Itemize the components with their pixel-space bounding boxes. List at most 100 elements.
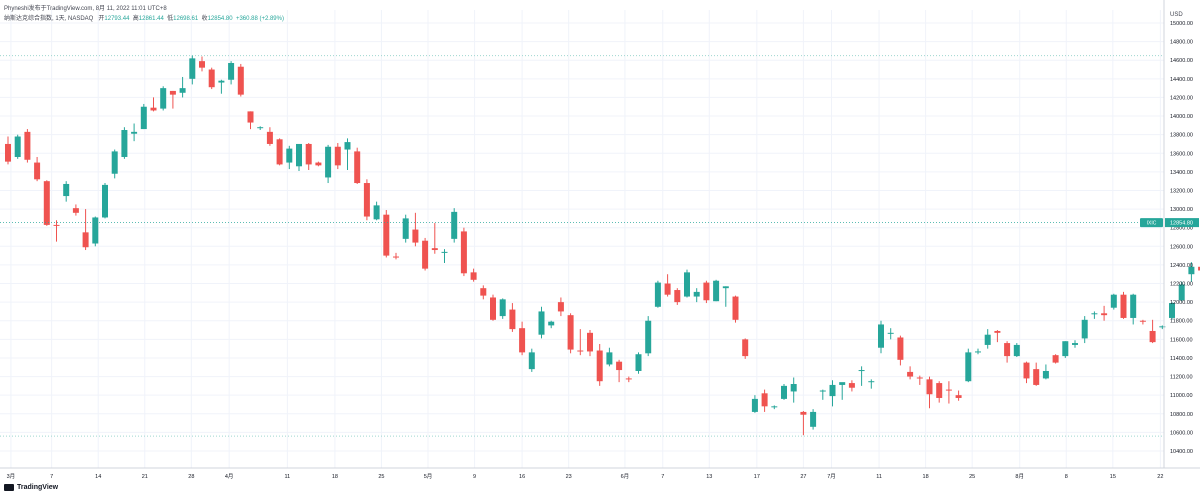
candle-body — [24, 131, 31, 160]
x-tick-label: 9 — [473, 474, 476, 480]
candle — [926, 376, 933, 409]
candle-body — [548, 321, 555, 326]
candle — [878, 320, 884, 354]
candle-body — [606, 352, 613, 365]
candle-body — [984, 334, 991, 345]
y-tick-label: 15000.00 — [1170, 21, 1193, 27]
candle-body — [237, 66, 244, 95]
symbol-badge-label: IXIC — [1147, 221, 1157, 227]
candle — [354, 147, 361, 184]
candle — [14, 134, 21, 159]
candle-body — [1178, 284, 1185, 301]
candle — [713, 279, 720, 302]
x-tick-label: 18 — [923, 474, 929, 480]
candle — [1178, 281, 1185, 302]
candle-body — [858, 370, 865, 372]
candle-body — [635, 354, 642, 371]
candle — [169, 90, 176, 109]
candle-body — [470, 272, 477, 280]
candle-body — [441, 251, 448, 253]
candle-body — [965, 352, 972, 382]
candle — [984, 329, 991, 349]
candle — [499, 298, 506, 319]
tradingview-logo[interactable]: TradingView — [4, 484, 58, 491]
candle — [150, 97, 157, 112]
candle-body — [373, 205, 380, 220]
candle-body — [693, 291, 700, 297]
x-tick-label: 27 — [800, 474, 806, 480]
candle-body — [1004, 343, 1011, 357]
tradingview-logo-text: TradingView — [17, 484, 59, 491]
candle — [596, 344, 603, 386]
candle — [111, 149, 118, 179]
time-axis[interactable]: 3月 7 14 21 28 4月 11 18 25 5月 9 16 23 6月 7 13 17 27 7月 11 18 2… — [0, 467, 1200, 480]
x-tick-label: 16 — [519, 474, 525, 480]
candle — [790, 377, 797, 403]
candle-body — [53, 224, 60, 226]
candle-body — [431, 248, 438, 251]
y-tick-label: 10800.00 — [1170, 412, 1193, 418]
candle — [548, 320, 555, 329]
candle-body — [848, 383, 855, 388]
candle — [247, 111, 254, 130]
candle — [674, 288, 681, 305]
x-tick-label: 18 — [332, 474, 338, 480]
candle — [43, 180, 50, 226]
candle-body — [1042, 370, 1049, 379]
x-tick-label: 6月 — [621, 473, 630, 480]
candle-body — [315, 162, 322, 166]
candle-body — [480, 288, 487, 296]
x-tick-label: 7 — [661, 474, 664, 480]
candle-body — [1052, 355, 1059, 363]
candle — [577, 329, 584, 356]
candle — [519, 321, 526, 356]
candle-body — [266, 131, 273, 144]
candle-body — [868, 381, 875, 383]
candle-body — [713, 280, 720, 302]
x-tick-label: 7 — [50, 474, 53, 480]
candle-body — [577, 350, 584, 352]
candle-body — [422, 240, 429, 269]
publisher-text: Phyneshi发布于TradingView.com, 8月 11, 2022 … — [4, 6, 167, 12]
candle-body — [160, 88, 167, 109]
candle — [868, 379, 875, 389]
y-tick-label: 11200.00 — [1170, 375, 1193, 381]
candle — [839, 382, 846, 400]
price-axis[interactable]: 10400.00 10600.00 10800.00 11000.00 11200.00… — [1163, 0, 1193, 468]
candle-body — [761, 393, 768, 407]
candle-body — [393, 256, 399, 258]
candle-body — [1188, 266, 1195, 275]
candle — [92, 216, 99, 247]
candle — [829, 380, 836, 407]
x-tick-label: 3月 — [7, 473, 16, 480]
candle — [257, 126, 264, 130]
candle — [916, 375, 923, 385]
candle — [1149, 319, 1156, 344]
x-tick-label: 4月 — [225, 473, 234, 480]
candle — [393, 252, 399, 260]
candle-body — [751, 398, 758, 412]
candle — [199, 56, 205, 72]
candle — [1072, 340, 1078, 348]
candle — [781, 384, 787, 400]
candle — [344, 138, 351, 171]
x-tick-label: 22 — [1157, 474, 1163, 480]
y-tick-label: 14800.00 — [1170, 40, 1193, 46]
candle-body — [567, 315, 574, 350]
candle — [606, 347, 613, 367]
candle — [1033, 362, 1040, 386]
x-tick-label: 8月 — [1015, 473, 1024, 480]
candle-body — [325, 146, 332, 178]
candle — [228, 61, 235, 85]
candle — [140, 103, 147, 130]
candle — [1013, 343, 1020, 358]
candle — [1004, 341, 1011, 363]
low-label: 低 — [167, 16, 174, 22]
candle-body — [102, 184, 108, 218]
candle-body — [334, 146, 341, 166]
y-tick-label: 11600.00 — [1170, 337, 1193, 343]
y-tick-label: 13800.00 — [1170, 133, 1193, 139]
candle — [965, 348, 972, 383]
candle — [451, 208, 458, 243]
